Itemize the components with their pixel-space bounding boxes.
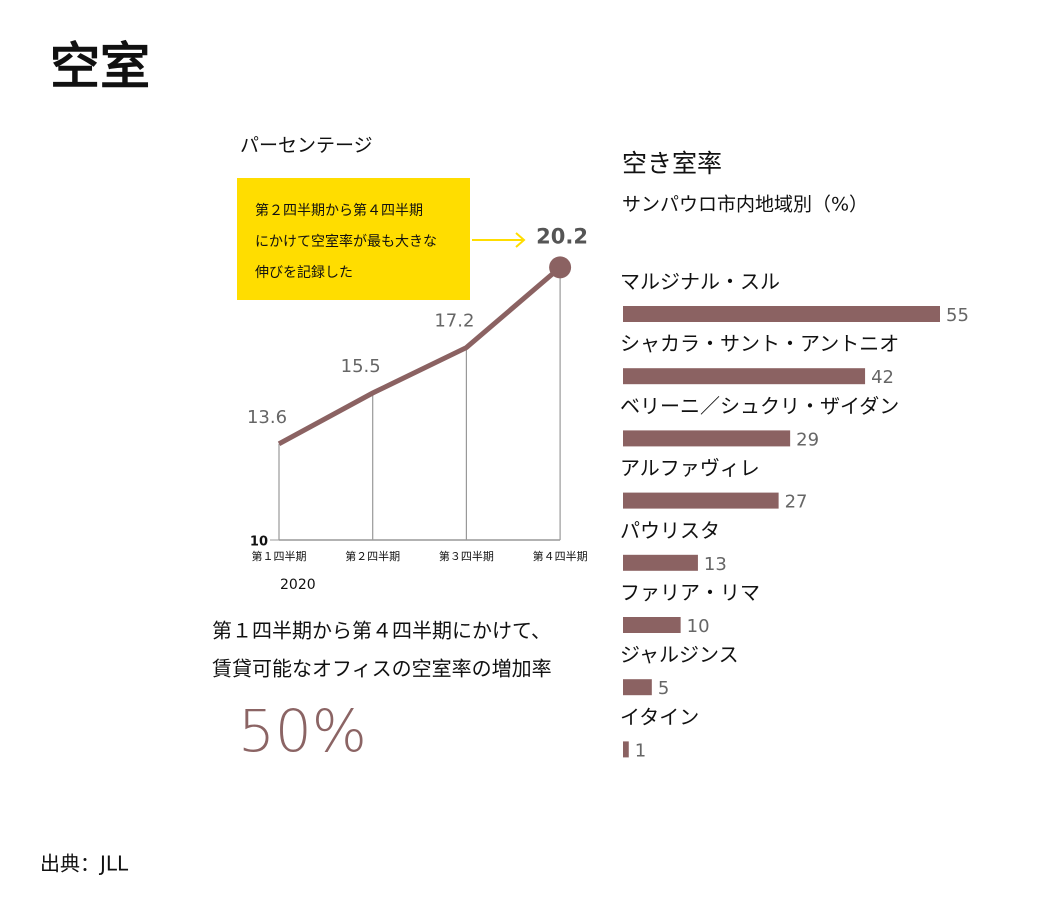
annotation-line: 第２四半期から第４四半期 [255, 202, 423, 219]
annotation-arrow [472, 232, 526, 248]
x-tick-label: 第４四半期 [533, 549, 588, 563]
category-label: イタイン [620, 705, 699, 729]
y-axis-label: パーセンテージ [240, 135, 373, 157]
value-label: 29 [796, 429, 819, 450]
bar [623, 741, 629, 758]
x-axis-label: 2020 [280, 577, 316, 593]
bar [623, 368, 866, 385]
value-label: 1 [635, 740, 646, 761]
value-label: 27 [785, 492, 808, 513]
value-label: 13 [704, 554, 727, 575]
value-label: 17.2 [434, 311, 474, 332]
value-label: 10 [687, 616, 710, 637]
source: 出典：JLL [40, 852, 129, 876]
bar [623, 430, 791, 447]
category-label: シャカラ・サント・アントニオ [620, 332, 899, 356]
category-label: アルファヴィレ [620, 456, 760, 480]
y-tick-label: 10 [250, 535, 268, 550]
category-label: パウリスタ [620, 518, 720, 542]
x-tick-label: 第１四半期 [252, 549, 307, 563]
value-label: 13.6 [247, 407, 287, 428]
category-label: ベリーニ／シュクリ・ザイダン [620, 394, 899, 418]
value-label: 5 [658, 678, 669, 699]
value-label: 20.2 [536, 224, 588, 248]
bar [623, 492, 779, 509]
annotation-box [237, 178, 470, 300]
bar-chart-title: 空き室率 [622, 149, 722, 178]
category-label: ジャルジンス [620, 643, 739, 667]
bar-chart-subtitle: サンパウロ市内地域別（%） [622, 194, 868, 216]
value-label: 42 [871, 367, 894, 388]
annotation-line: にかけて空室率が最も大きな [255, 233, 437, 250]
value-label: 55 [946, 305, 969, 326]
value-label: 15.5 [341, 356, 381, 377]
category-label: マルジナル・スル [620, 270, 780, 294]
category-label: ファリア・リマ [620, 581, 760, 605]
stat-value: 50% [238, 697, 367, 765]
line [277, 265, 562, 446]
stat-line: 賃貸可能なオフィスの空室率の増加率 [212, 657, 552, 681]
annotation-line: 伸びを記録した [255, 264, 353, 281]
bar [623, 679, 652, 696]
stat-line: 第１四半期から第４四半期にかけて、 [212, 619, 551, 643]
bar [623, 617, 681, 633]
x-tick-label: 第３四半期 [439, 549, 494, 563]
x-tick-label: 第２四半期 [345, 549, 400, 563]
bar [623, 306, 940, 322]
page-title: 空室 [50, 38, 150, 96]
bar [623, 554, 698, 571]
